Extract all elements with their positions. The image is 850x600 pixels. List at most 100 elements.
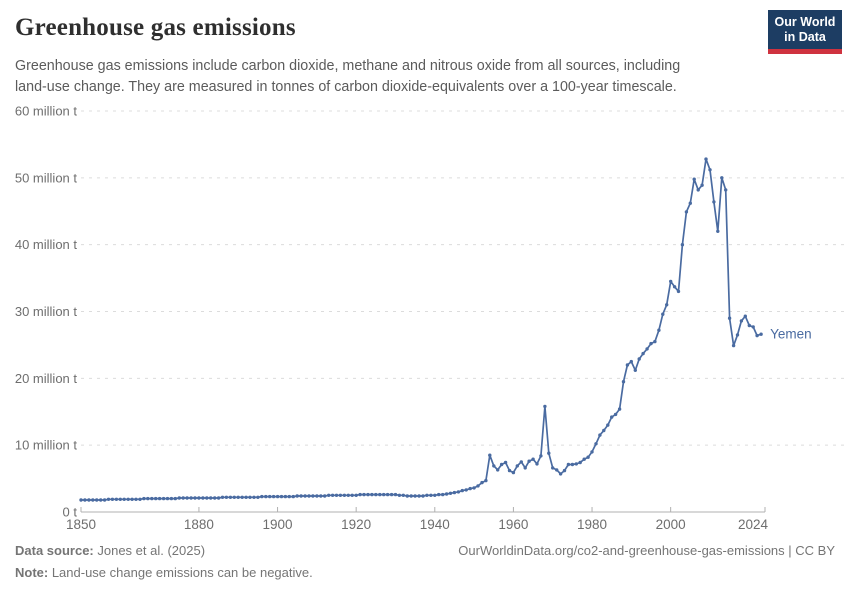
data-point[interactable]	[515, 464, 519, 468]
data-point[interactable]	[480, 480, 484, 485]
data-point[interactable]	[389, 492, 394, 497]
data-point[interactable]	[641, 351, 645, 356]
data-point[interactable]	[472, 486, 476, 490]
data-point[interactable]	[264, 494, 268, 499]
data-point[interactable]	[680, 243, 685, 247]
data-point[interactable]	[649, 341, 653, 346]
data-point[interactable]	[743, 314, 747, 318]
data-point[interactable]	[582, 457, 586, 461]
data-point[interactable]	[602, 428, 606, 433]
data-point[interactable]	[629, 359, 633, 364]
data-point[interactable]	[378, 492, 382, 497]
data-point[interactable]	[519, 460, 523, 464]
data-point[interactable]	[354, 493, 358, 497]
data-point[interactable]	[484, 478, 488, 483]
emissions-line-chart[interactable]: 0 t 10 million t 20 million t 30 million t 4…	[0, 100, 850, 545]
data-point[interactable]	[260, 494, 264, 499]
data-point[interactable]	[327, 493, 331, 497]
data-point[interactable]	[755, 333, 759, 338]
owid-logo[interactable]: Our World in Data	[768, 10, 842, 54]
data-point[interactable]	[688, 201, 692, 205]
data-point[interactable]	[334, 493, 339, 497]
data-point[interactable]	[201, 496, 205, 500]
data-point[interactable]	[759, 332, 763, 336]
data-point[interactable]	[271, 494, 276, 499]
data-point[interactable]	[464, 488, 468, 492]
data-point[interactable]	[429, 493, 433, 497]
data-point[interactable]	[665, 303, 669, 307]
data-point[interactable]	[236, 495, 240, 499]
data-point[interactable]	[205, 496, 209, 500]
data-point[interactable]	[397, 493, 402, 497]
data-point[interactable]	[146, 496, 150, 501]
data-point[interactable]	[558, 472, 563, 476]
data-point[interactable]	[708, 168, 712, 172]
data-point[interactable]	[617, 407, 622, 411]
data-point[interactable]	[256, 495, 260, 499]
data-point[interactable]	[169, 496, 174, 501]
data-point[interactable]	[330, 493, 335, 497]
data-point[interactable]	[460, 488, 464, 493]
data-point[interactable]	[362, 492, 366, 497]
data-point[interactable]	[720, 176, 724, 180]
data-point[interactable]	[287, 494, 291, 499]
data-point[interactable]	[511, 470, 516, 475]
data-point[interactable]	[653, 339, 657, 344]
data-point[interactable]	[566, 462, 571, 467]
data-point[interactable]	[535, 462, 539, 466]
data-point[interactable]	[452, 490, 457, 495]
data-point[interactable]	[193, 496, 197, 500]
data-point[interactable]	[248, 495, 252, 499]
data-point[interactable]	[91, 498, 95, 502]
data-point[interactable]	[657, 328, 661, 332]
data-point[interactable]	[507, 468, 512, 473]
data-point[interactable]	[625, 363, 630, 367]
data-point[interactable]	[240, 495, 244, 499]
data-point[interactable]	[456, 490, 461, 494]
data-point[interactable]	[547, 451, 551, 455]
data-point[interactable]	[291, 494, 295, 499]
data-point[interactable]	[150, 496, 154, 501]
data-point[interactable]	[366, 492, 370, 497]
data-point[interactable]	[323, 494, 327, 498]
data-point[interactable]	[405, 494, 409, 498]
data-point[interactable]	[154, 496, 158, 501]
data-point[interactable]	[586, 455, 590, 459]
data-point[interactable]	[684, 210, 689, 214]
data-point[interactable]	[488, 453, 492, 457]
data-point[interactable]	[704, 157, 708, 161]
data-point[interactable]	[122, 497, 126, 501]
data-point[interactable]	[134, 497, 138, 501]
data-point[interactable]	[161, 496, 166, 501]
data-point[interactable]	[716, 229, 720, 233]
data-point[interactable]	[401, 493, 405, 497]
data-point[interactable]	[173, 496, 177, 501]
data-point[interactable]	[413, 494, 417, 498]
data-point[interactable]	[425, 493, 429, 497]
data-point[interactable]	[189, 496, 193, 500]
data-point[interactable]	[87, 498, 91, 502]
data-point[interactable]	[590, 450, 594, 454]
data-point[interactable]	[594, 442, 598, 446]
data-point[interactable]	[468, 486, 472, 491]
data-point[interactable]	[216, 496, 221, 500]
data-point[interactable]	[209, 496, 213, 500]
data-point[interactable]	[157, 496, 162, 501]
entity-label[interactable]: Yemen	[770, 327, 812, 342]
data-point[interactable]	[338, 493, 343, 497]
data-point[interactable]	[633, 368, 637, 372]
data-point[interactable]	[731, 343, 736, 348]
data-point[interactable]	[370, 492, 374, 497]
data-point[interactable]	[358, 492, 362, 497]
data-point[interactable]	[393, 492, 398, 497]
data-point[interactable]	[448, 491, 453, 495]
data-point[interactable]	[118, 497, 123, 501]
data-point[interactable]	[555, 468, 559, 472]
data-point[interactable]	[492, 464, 496, 468]
data-point[interactable]	[295, 494, 299, 498]
data-point[interactable]	[621, 380, 626, 384]
data-point[interactable]	[350, 493, 354, 497]
data-point[interactable]	[165, 496, 170, 501]
data-point[interactable]	[441, 492, 445, 497]
data-point[interactable]	[346, 493, 350, 497]
